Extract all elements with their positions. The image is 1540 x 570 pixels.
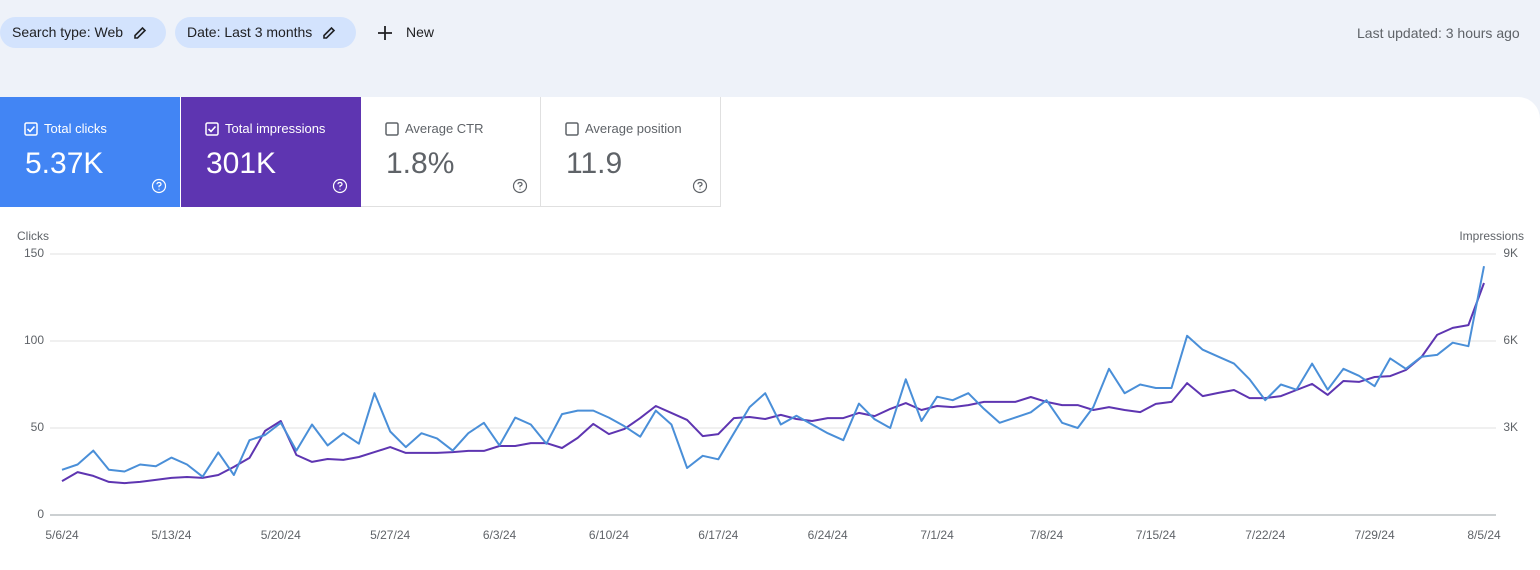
x-tick-label: 8/5/24 xyxy=(1467,528,1501,542)
x-tick-label: 5/27/24 xyxy=(370,528,410,542)
help-circle xyxy=(151,178,167,194)
metric-value: 1.8% xyxy=(386,147,455,180)
metric-tile[interactable]: Total impressions 301K xyxy=(181,97,361,207)
y2-axis-title: Impressions xyxy=(1459,229,1524,243)
x-tick-label: 6/10/24 xyxy=(589,528,629,542)
y-axis-title: Clicks xyxy=(17,229,49,243)
checkbox-box xyxy=(385,122,399,136)
metric-value: 11.9 xyxy=(566,147,623,180)
metric-tile[interactable]: Average CTR 1.8% xyxy=(361,97,541,207)
help-mark xyxy=(337,181,343,190)
x-tick-label: 5/13/24 xyxy=(151,528,191,542)
help-circle xyxy=(332,178,348,194)
metric-label: Average position xyxy=(585,121,682,136)
x-tick-label: 6/17/24 xyxy=(698,528,738,542)
data-line xyxy=(61,282,1485,485)
x-tick-label: 7/1/24 xyxy=(920,528,954,542)
filter-chip[interactable]: Search type: Web xyxy=(0,17,166,48)
help-mark xyxy=(697,181,703,190)
metric-label: Total clicks xyxy=(44,121,107,136)
filter-chip[interactable]: Date: Last 3 months xyxy=(175,17,356,48)
filter-text: Search type: Web xyxy=(12,24,124,40)
y-tick-label: 150 xyxy=(24,246,44,260)
checkbox-box xyxy=(24,122,38,136)
data-line xyxy=(61,266,1485,478)
y-tick-label: 50 xyxy=(31,420,45,434)
edit-icon xyxy=(134,26,147,39)
checkmark xyxy=(207,125,217,133)
help-icon xyxy=(332,178,348,194)
checkbox xyxy=(385,122,399,136)
y2-tick-label: 6K xyxy=(1503,333,1518,347)
metric-value: 301K xyxy=(206,147,277,180)
help-icon xyxy=(512,178,528,194)
x-tick-label: 5/20/24 xyxy=(261,528,301,542)
help-icon xyxy=(151,178,167,194)
y2-tick-label: 3K xyxy=(1503,420,1518,434)
y2-tick-label: 9K xyxy=(1503,246,1518,260)
x-tick-label: 7/29/24 xyxy=(1355,528,1395,542)
x-tick-label: 7/8/24 xyxy=(1030,528,1064,542)
x-tick-label: 7/15/24 xyxy=(1136,528,1176,542)
checkbox-box xyxy=(565,122,579,136)
new-button[interactable]: New xyxy=(366,17,446,48)
x-tick-label: 7/22/24 xyxy=(1245,528,1285,542)
help-mark xyxy=(156,181,162,190)
checkbox xyxy=(565,122,579,136)
help-circle xyxy=(512,178,528,194)
x-tick-label: 6/24/24 xyxy=(808,528,848,542)
y-tick-label: 0 xyxy=(37,507,44,521)
performance-card: Total clicks 5.37K Total impressions 301K Av… xyxy=(0,97,1540,570)
checkmark xyxy=(26,125,36,133)
checkbox xyxy=(24,122,38,136)
metric-label: Total impressions xyxy=(225,121,326,136)
checkbox-box xyxy=(205,122,219,136)
filter-text: Date: Last 3 months xyxy=(187,24,313,40)
x-tick-label: 6/3/24 xyxy=(483,528,517,542)
help-circle xyxy=(692,178,708,194)
help-icon xyxy=(692,178,708,194)
button-text: New xyxy=(406,24,435,40)
metric-value: 5.37K xyxy=(25,147,104,180)
edit-icon xyxy=(323,26,336,39)
y-tick-label: 100 xyxy=(24,333,44,347)
help-mark xyxy=(517,181,523,190)
last-updated: Last updated: 3 hours ago xyxy=(1357,25,1520,41)
metric-tile[interactable]: Average position 11.9 xyxy=(541,97,721,207)
checkbox xyxy=(205,122,219,136)
plus-icon xyxy=(378,25,392,40)
x-tick-label: 5/6/24 xyxy=(45,528,79,542)
chart: Clicks Impressions 0 50 100 150 3K 6K 9K 5/6/24… xyxy=(17,229,1524,542)
metric-label: Average CTR xyxy=(405,121,484,136)
metric-tile[interactable]: Total clicks 5.37K xyxy=(0,97,180,207)
